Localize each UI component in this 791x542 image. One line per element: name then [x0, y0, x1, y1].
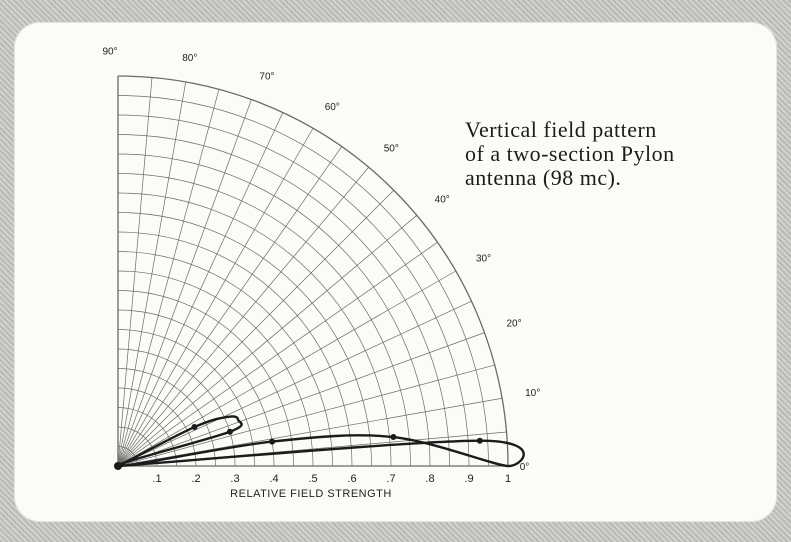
- grid-radial-line: [117, 242, 438, 467]
- angle-tick-label: 90°: [102, 47, 117, 58]
- radial-tick-label: .3: [230, 473, 239, 485]
- data-point: [114, 462, 122, 470]
- grid-radial-line: [117, 167, 369, 467]
- data-point: [269, 438, 276, 445]
- tick-labels: .1.2.3.4.5.6.7.8.9 10°10°20°30°40°50°60°7…: [102, 47, 540, 485]
- radial-tick-label: .7: [386, 473, 395, 485]
- angle-tick-label: 50°: [384, 143, 399, 154]
- polar-grid: [117, 75, 509, 467]
- angle-tick-label: 70°: [259, 72, 274, 83]
- grid-radial-line: [117, 270, 456, 467]
- grid-radial-line: [117, 364, 495, 467]
- grid-radial-line: [117, 128, 314, 467]
- grid-radial-line: [117, 77, 153, 467]
- radial-tick-label: .9: [464, 473, 473, 485]
- grid-radial-line: [117, 300, 472, 467]
- radial-tick-label: .2: [191, 473, 200, 485]
- grid-radial-line: [117, 397, 503, 467]
- field-pattern-series: [114, 415, 525, 470]
- grid-radial-line: [117, 81, 187, 467]
- angle-tick-label: 30°: [476, 253, 491, 264]
- x-axis-label: RELATIVE FIELD STRENGTH: [230, 488, 392, 500]
- title-line-2: of a two-section Pylon: [465, 141, 675, 166]
- grid-radial-line: [117, 215, 417, 467]
- radial-tick-label: .1: [152, 473, 161, 485]
- radial-tick-label: 1: [505, 473, 511, 485]
- angle-tick-label: 40°: [435, 194, 450, 205]
- angle-tick-label: 10°: [525, 388, 540, 399]
- data-point: [390, 434, 397, 441]
- angle-tick-label: 20°: [506, 319, 521, 330]
- grid-radial-line: [117, 99, 252, 467]
- grid-radial-line: [117, 332, 485, 467]
- angle-tick-label: 0°: [520, 462, 530, 473]
- title-line-3: antenna (98 mc).: [465, 165, 622, 190]
- data-point: [476, 437, 483, 444]
- grid-radial-line: [117, 146, 342, 467]
- angle-tick-label: 80°: [182, 53, 197, 64]
- radial-tick-label: .4: [269, 473, 278, 485]
- grid-radial-line: [117, 189, 395, 467]
- chart-title: Vertical field pattern of a two-section …: [465, 118, 765, 190]
- data-point: [191, 424, 198, 431]
- radial-tick-label: .6: [347, 473, 356, 485]
- angle-tick-label: 60°: [325, 102, 340, 113]
- radial-tick-label: .5: [308, 473, 317, 485]
- grid-radial-line: [117, 112, 284, 467]
- title-line-1: Vertical field pattern: [465, 117, 657, 142]
- grid-radial-line: [117, 89, 220, 467]
- radial-tick-label: .8: [425, 473, 434, 485]
- data-point: [226, 428, 233, 435]
